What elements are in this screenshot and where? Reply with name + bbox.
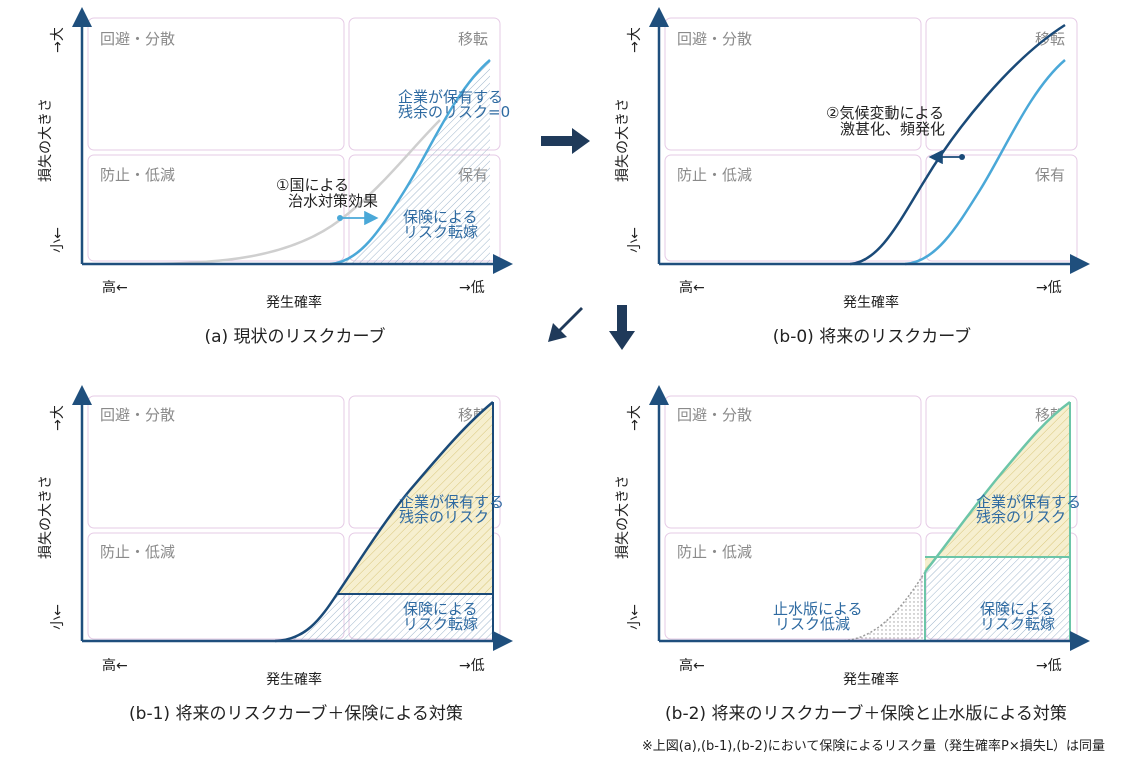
future-curve-green	[924, 400, 1071, 573]
x-axis-left-a: 高←	[102, 279, 128, 296]
x-axis-label-b2: 発生確率	[843, 671, 899, 688]
footnote: ※上図(a),(b-1),(b-2)において保険によるリスク量（発生確率P×損失…	[642, 738, 1105, 754]
caption-b0: (b-0) 将来のリスクカーブ	[773, 326, 971, 347]
annot-insurance-a-1: 保険による	[403, 208, 478, 226]
quadrant-label-avoid: 回避・分散	[677, 30, 752, 48]
annot-barrier-1: 止水版による	[773, 600, 863, 618]
quadrant-avoid	[87, 395, 345, 529]
arrow-down-left	[548, 307, 583, 342]
x-axis-left-b0: 高←	[679, 279, 705, 296]
quadrant-prevent	[664, 154, 922, 262]
y-axis-top-a: →大	[50, 27, 66, 53]
y-axis-top-b2: →大	[627, 405, 643, 431]
annot-insurance-b2-1: 保険による	[980, 600, 1055, 618]
x-axis-label-b0: 発生確率	[843, 294, 899, 311]
barrier-reduction-area	[840, 572, 925, 641]
x-axis-label-b1: 発生確率	[266, 671, 322, 688]
quadrant-label-transfer: 移転	[1035, 30, 1065, 48]
current-curve-blue	[329, 59, 491, 266]
annot-flood-2: 治水対策効果	[288, 192, 378, 210]
annot-residual-b2-2: 残余のリスク	[976, 508, 1066, 526]
caption-b2: (b-2) 将来のリスクカーブ＋保険と止水版による対策	[665, 703, 1067, 724]
x-axis-right-a: →低	[459, 280, 485, 296]
panel-b1: 回避・分散 移転 防止・低減 保有 企業が保有する 残余のリスク 保険による リ…	[38, 385, 513, 724]
panel-b2: 回避・分散 移転 防止・低減 保有 企業が保有する 残余のリスク 保険による リ…	[615, 385, 1090, 724]
y-axis-bottom-a: 小←	[50, 227, 66, 253]
insurance-area	[925, 557, 1070, 641]
future-curve-dark	[274, 401, 494, 643]
panel-a: 回避・分散 移転 防止・低減 保有 企業が保有する 残余のリスク=0 ①国による…	[38, 7, 513, 347]
residual-risk-area	[925, 402, 1070, 572]
x-axis-right-b1: →低	[459, 658, 485, 674]
annot-insurance-b1-1: 保険による	[403, 600, 478, 618]
quadrant-label-prevent: 防止・低減	[100, 543, 175, 561]
caption-a: (a) 現状のリスクカーブ	[204, 326, 385, 347]
annot-residual-b1-2: 残余のリスク	[399, 508, 489, 526]
y-axis-label-b2: 損失の大きさ	[615, 475, 631, 559]
y-axis-top-b0: →大	[627, 27, 643, 53]
y-axis-bottom-b0: 小←	[627, 227, 643, 253]
annot-residual-b1-1: 企業が保有する	[399, 493, 504, 511]
y-axis-bottom-b1: 小←	[50, 604, 66, 630]
caption-b1: (b-1) 将来のリスクカーブ＋保険による対策	[129, 703, 463, 724]
annot-flood-1: ①国による	[276, 176, 349, 194]
x-axis-left-b1: 高←	[102, 657, 128, 674]
quadrant-label-prevent: 防止・低減	[100, 166, 175, 184]
flow-arrows	[541, 128, 635, 350]
annot-residual-a-1: 企業が保有する	[398, 88, 503, 106]
annot-insurance-b2-2: リスク転嫁	[980, 615, 1055, 633]
quadrant-label-prevent: 防止・低減	[677, 543, 752, 561]
annot-climate-1: ②気候変動による	[826, 104, 944, 122]
future-curve-dark	[849, 23, 1066, 266]
current-curve-blue	[904, 59, 1066, 266]
quadrant-retain	[925, 154, 1078, 262]
quadrant-avoid	[664, 17, 922, 151]
x-axis-left-b2: 高←	[679, 657, 705, 674]
arrow-down	[609, 305, 635, 350]
quadrant-label-avoid: 回避・分散	[100, 30, 175, 48]
annot-residual-b2-1: 企業が保有する	[976, 493, 1081, 511]
quadrant-label-prevent: 防止・低減	[677, 166, 752, 184]
x-axis-label-a: 発生確率	[266, 294, 322, 311]
x-axis-right-b0: →低	[1036, 280, 1062, 296]
quadrant-label-avoid: 回避・分散	[100, 406, 175, 424]
insurance-area	[280, 594, 493, 641]
current-curve-gray	[139, 119, 441, 266]
quadrant-label-transfer: 移転	[458, 30, 488, 48]
y-axis-bottom-b2: 小←	[627, 604, 643, 630]
annot-climate-2: 激甚化、頻発化	[840, 120, 945, 138]
quadrant-avoid	[664, 395, 922, 529]
quadrant-label-retain: 保有	[1035, 166, 1065, 184]
x-axis-right-b2: →低	[1036, 658, 1062, 674]
annot-insurance-a-2: リスク転嫁	[403, 223, 478, 241]
annot-insurance-b1-2: リスク転嫁	[403, 615, 478, 633]
annot-barrier-2: リスク低減	[775, 615, 850, 633]
annot-residual-a-2: 残余のリスク=0	[398, 103, 510, 121]
residual-risk-area	[337, 402, 493, 594]
quadrant-avoid	[87, 17, 345, 151]
y-axis-label-b0: 損失の大きさ	[615, 98, 631, 182]
panel-b0: 回避・分散 移転 防止・低減 保有 ②気候変動による 激甚化、頻発化 損失の大き…	[615, 7, 1090, 347]
y-axis-label-a: 損失の大きさ	[38, 98, 54, 182]
arrow-right	[541, 128, 590, 154]
y-axis-top-b1: →大	[50, 405, 66, 431]
quadrant-label-avoid: 回避・分散	[677, 406, 752, 424]
y-axis-label-b1: 損失の大きさ	[38, 475, 54, 559]
